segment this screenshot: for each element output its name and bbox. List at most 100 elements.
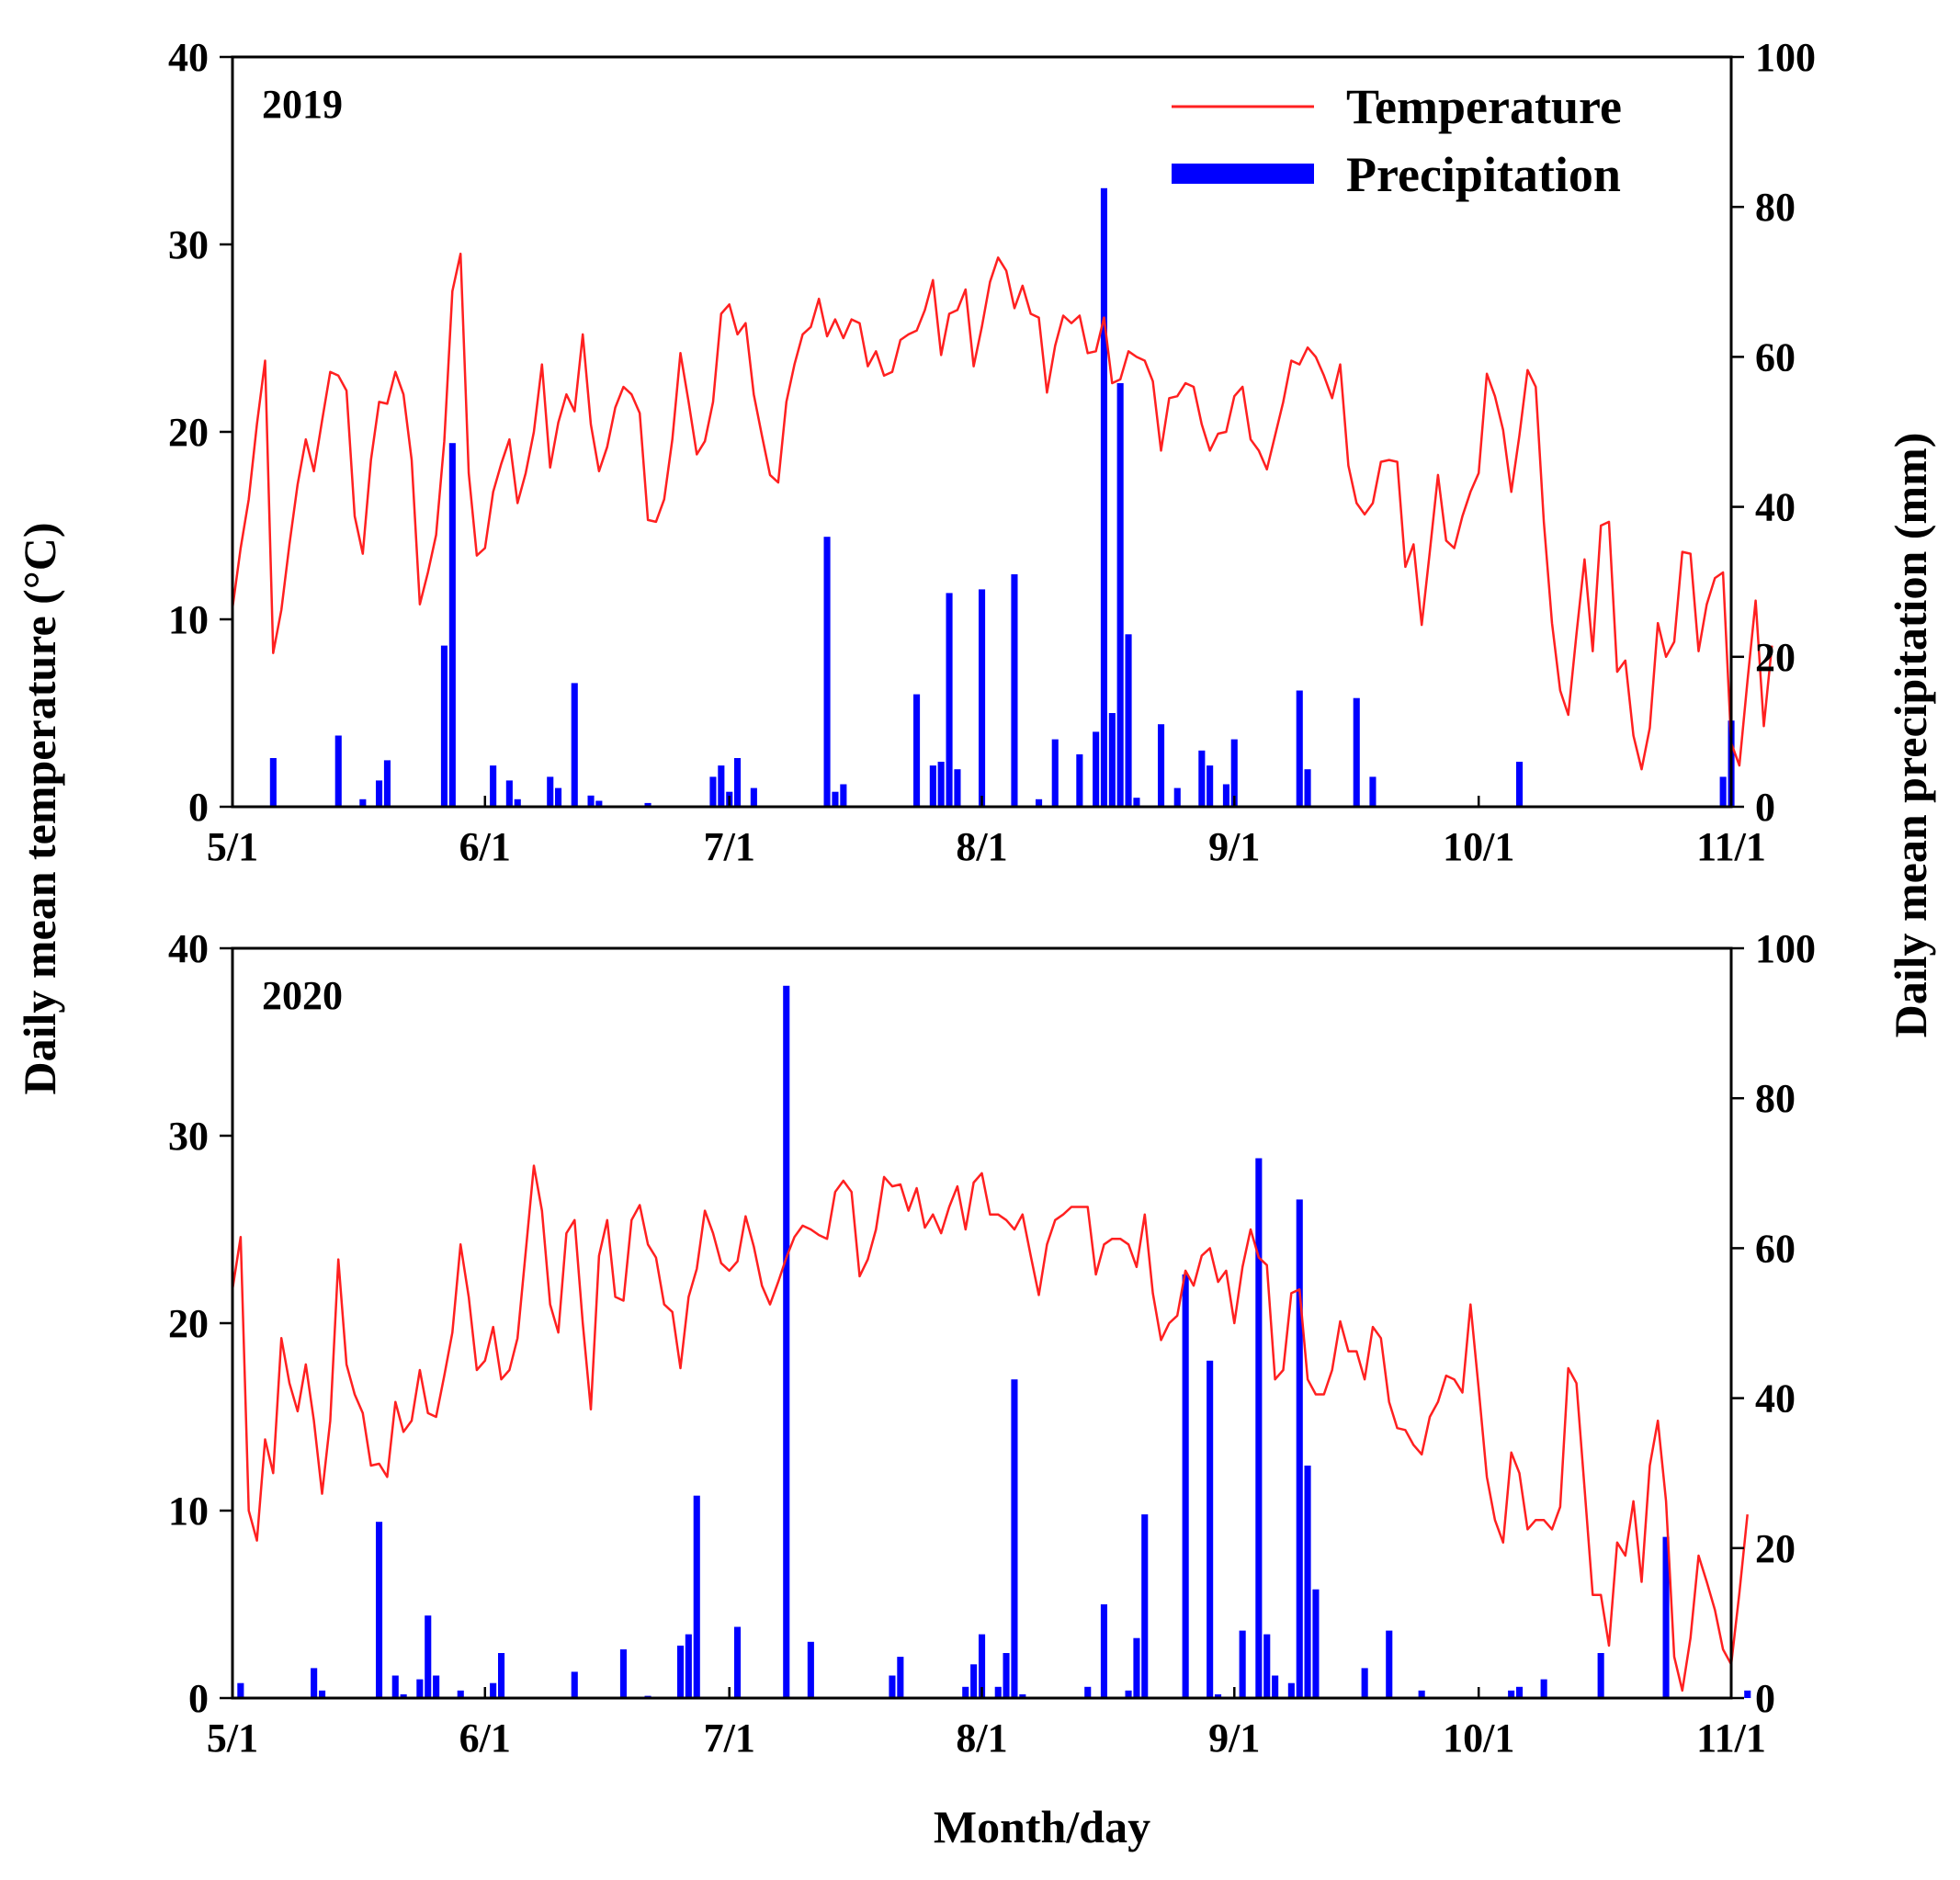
- precip-bar-2019-33: [1076, 753, 1083, 807]
- precip-bar-2019-45: [1230, 739, 1238, 807]
- precip-bar-2019-25: [929, 765, 936, 807]
- precip-bar-2020-12: [571, 1671, 578, 1698]
- precipitation-bars-2020: [237, 985, 1751, 1698]
- precip-bar-2020-11: [498, 1653, 505, 1698]
- precip-bar-2019-19: [734, 758, 742, 807]
- x-tick-label-2020-5: 10/1: [1443, 1716, 1514, 1761]
- precip-bar-2020-17: [693, 1495, 700, 1698]
- panel-2020: 5/1 6/1 7/1 8/1 9/1 10/1 11/101020304002040608…: [168, 926, 1816, 1761]
- y-left-tick-label-2019-1: 10: [168, 597, 209, 642]
- x-tick-label-2020-3: 8/1: [956, 1716, 1007, 1761]
- precip-bar-2019-3: [376, 780, 383, 807]
- y-left-tick-label-2020-3: 30: [168, 1114, 209, 1159]
- precip-bar-2019-32: [1051, 739, 1059, 807]
- precip-bar-2019-0: [269, 758, 277, 807]
- precip-bar-2019-43: [1207, 765, 1214, 807]
- y-right-tick-label-2019-3: 60: [1755, 334, 1796, 379]
- precip-bar-2019-22: [832, 791, 839, 807]
- precip-bar-2019-8: [505, 780, 513, 807]
- panel-2019: 5/1 6/1 7/1 8/1 9/1 10/1 11/101020304002040608…: [168, 35, 1816, 869]
- year-label-2020: 2020: [262, 973, 343, 1018]
- precip-bar-2020-16: [685, 1634, 692, 1698]
- temperature-line-2020: [231, 1164, 1749, 1693]
- precip-bar-2019-23: [840, 784, 847, 807]
- y-left-tick-label-2019-3: 30: [168, 222, 209, 267]
- y-left-tick-label-2019-0: 0: [188, 785, 209, 830]
- precip-bar-2019-20: [750, 787, 757, 807]
- precip-bar-2020-41: [1272, 1675, 1279, 1698]
- y-left-tick-label-2019-4: 40: [168, 35, 209, 80]
- y-right-tick-label-2019-2: 40: [1755, 485, 1796, 530]
- precip-bar-2020-48: [1418, 1690, 1425, 1698]
- precip-bar-2019-35: [1100, 187, 1107, 808]
- precip-bar-2020-49: [1508, 1690, 1515, 1698]
- precip-bar-2020-10: [490, 1682, 497, 1698]
- precip-bar-2020-37: [1215, 1693, 1222, 1698]
- x-axis-title: Month/day: [934, 1801, 1150, 1852]
- precip-bar-2020-52: [1597, 1653, 1604, 1698]
- precip-bar-2019-21: [823, 537, 831, 807]
- y-right-tick-label-2020-5: 100: [1755, 926, 1816, 971]
- legend-temperature-label: Temperature: [1346, 79, 1622, 134]
- y-left-tick-label-2020-2: 20: [168, 1301, 209, 1346]
- precip-bar-2019-17: [718, 765, 725, 807]
- precip-bar-2020-23: [962, 1686, 969, 1698]
- y-left-tick-label-2020-0: 0: [188, 1676, 209, 1721]
- precip-bar-2019-39: [1133, 798, 1140, 807]
- precip-bar-2020-43: [1296, 1199, 1303, 1698]
- y-right-tick-label-2019-1: 20: [1755, 635, 1796, 680]
- precip-bar-2020-20: [807, 1641, 814, 1698]
- y-right-axis-title: Daily mean precipitation (mm): [1885, 433, 1936, 1038]
- precip-bar-2020-15: [677, 1645, 685, 1698]
- precip-bar-2019-44: [1222, 784, 1229, 807]
- precip-bar-2020-32: [1125, 1690, 1132, 1698]
- precip-bar-2020-6: [416, 1679, 424, 1698]
- y-right-tick-label-2020-1: 20: [1755, 1526, 1796, 1571]
- precip-bar-2020-51: [1540, 1679, 1547, 1698]
- precip-bar-2020-40: [1263, 1634, 1271, 1698]
- precip-bar-2019-49: [1369, 776, 1377, 807]
- precip-bar-2020-34: [1141, 1514, 1149, 1698]
- precip-bar-2019-40: [1158, 724, 1165, 807]
- legend: Temperature Precipitation: [1172, 79, 1622, 202]
- precip-bar-2019-48: [1353, 697, 1360, 807]
- x-tick-label-2019-6: 11/1: [1696, 824, 1766, 869]
- precip-bar-2020-2: [319, 1690, 326, 1698]
- precip-bar-2020-1: [311, 1668, 318, 1698]
- precip-bar-2020-21: [889, 1675, 896, 1698]
- precip-bar-2020-8: [433, 1675, 440, 1698]
- precip-bar-2019-11: [555, 787, 562, 807]
- temperature-line-2019: [231, 252, 1773, 771]
- precip-bar-2020-50: [1516, 1686, 1524, 1698]
- precip-bar-2019-37: [1116, 383, 1124, 807]
- x-tick-label-2020-6: 11/1: [1696, 1716, 1766, 1761]
- precip-bar-2020-47: [1386, 1630, 1393, 1698]
- precip-bar-2020-33: [1133, 1637, 1140, 1698]
- y-right-tick-label-2020-3: 60: [1755, 1226, 1796, 1271]
- precip-bar-2020-39: [1255, 1158, 1263, 1698]
- precip-bar-2020-25: [979, 1634, 986, 1698]
- x-tick-label-2019-4: 9/1: [1208, 824, 1260, 869]
- precip-bar-2020-42: [1287, 1682, 1295, 1698]
- precip-bar-2019-26: [937, 762, 945, 807]
- precip-bar-2019-16: [709, 776, 717, 807]
- precip-bar-2019-2: [359, 798, 367, 807]
- precip-bar-2020-54: [1744, 1690, 1751, 1698]
- x-tick-label-2020-1: 6/1: [459, 1716, 511, 1761]
- precip-bar-2019-1: [334, 735, 342, 807]
- precip-bar-2020-30: [1084, 1686, 1092, 1698]
- precip-bar-2019-34: [1093, 731, 1100, 807]
- y-right-tick-label-2019-5: 100: [1755, 35, 1816, 80]
- legend-precipitation-label: Precipitation: [1346, 147, 1621, 202]
- precip-bar-2020-31: [1100, 1604, 1107, 1698]
- x-tick-label-2019-2: 7/1: [704, 824, 755, 869]
- precip-bar-2019-42: [1198, 750, 1206, 807]
- precip-bar-2019-41: [1173, 787, 1181, 807]
- x-tick-label-2019-3: 8/1: [956, 824, 1007, 869]
- x-tick-label-2019-0: 5/1: [207, 824, 258, 869]
- precip-bar-2019-47: [1304, 769, 1311, 807]
- y-left-tick-label-2020-1: 10: [168, 1489, 209, 1534]
- precip-bar-2020-3: [376, 1522, 383, 1698]
- y-right-tick-label-2020-0: 0: [1755, 1676, 1775, 1721]
